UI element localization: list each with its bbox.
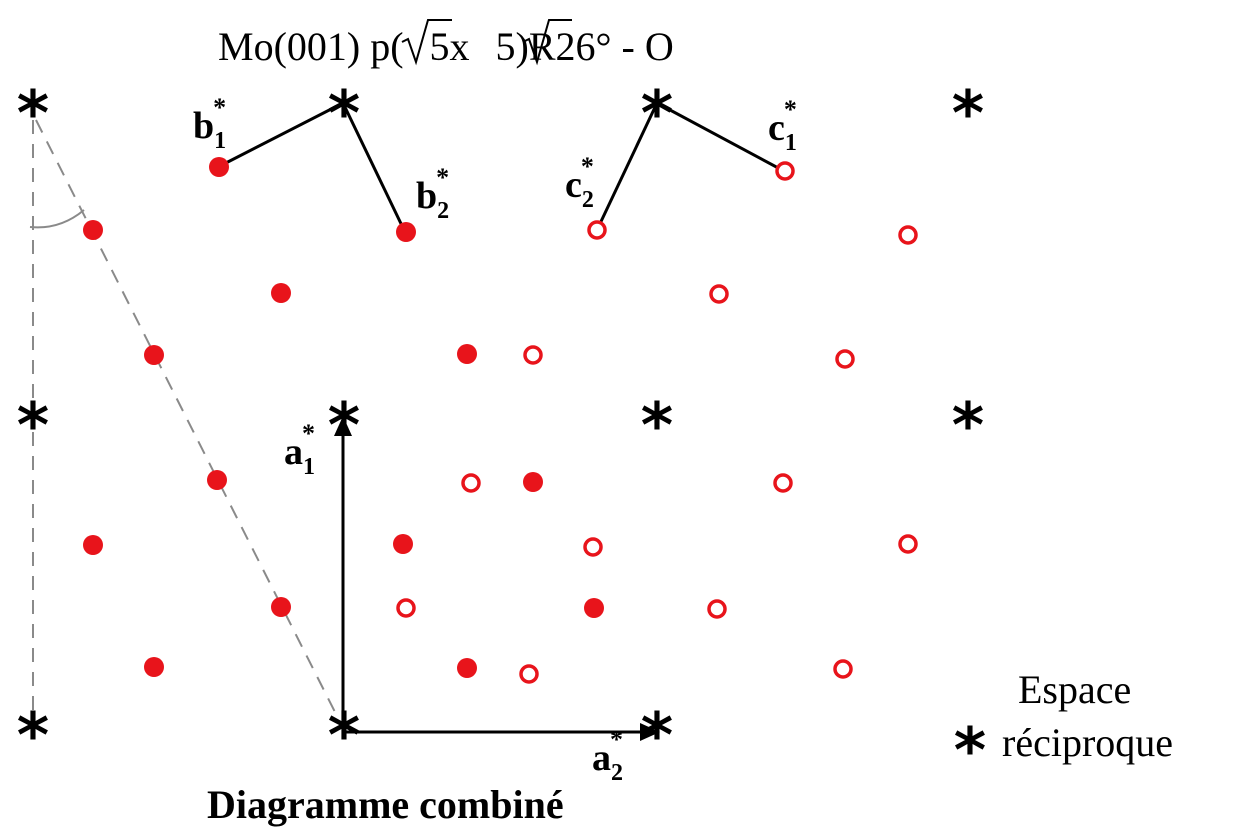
- sqrt-sign-1: [401, 19, 452, 66]
- b-vectors: [219, 101, 783, 734]
- open-spot: [523, 345, 543, 365]
- legend: * Espace réciproque: [954, 667, 1173, 787]
- open-spot: [709, 284, 729, 304]
- lattice-point-asterisk: *: [328, 699, 360, 772]
- filled-spot: [207, 470, 227, 490]
- title-suffix: )R26° - O: [516, 24, 674, 69]
- title-mid: x: [450, 24, 470, 69]
- lattice-point-asterisk: *: [952, 77, 984, 150]
- lattice-point-asterisk: *: [641, 77, 673, 150]
- open-spot: [583, 537, 603, 557]
- lattice-point-asterisk: *: [17, 77, 49, 150]
- vector-labels: b1* b2* c2* c1* a1* a2*: [193, 93, 797, 786]
- label-b2: b2*: [416, 163, 449, 224]
- label-a2: a2*: [592, 725, 623, 786]
- sqrt-sign-2: [522, 19, 572, 66]
- title-prefix: Mo(001) p(: [218, 24, 404, 69]
- angle-arc: [29, 209, 85, 229]
- open-spot: [587, 220, 607, 240]
- label-a1: a1*: [284, 419, 315, 480]
- filled-spots: [83, 157, 604, 678]
- open-spot: [773, 473, 793, 493]
- filled-spot: [83, 220, 103, 240]
- dashed-diagonal-line: [35, 119, 339, 719]
- lattice-point-asterisk: *: [952, 389, 984, 462]
- vector-c1-line: [656, 101, 783, 172]
- label-b1: b1*: [193, 93, 226, 154]
- label-c2: c2*: [565, 152, 594, 213]
- lattice-points: * * * * * * * * * * *: [17, 77, 984, 772]
- legend-asterisk: *: [954, 714, 986, 787]
- lattice-point-asterisk: *: [328, 389, 360, 462]
- lattice-point-asterisk: *: [641, 699, 673, 772]
- label-c1: c1*: [768, 95, 797, 156]
- filled-spot: [457, 344, 477, 364]
- title-sqrt1-value: 5: [430, 24, 450, 69]
- title: Mo(001) p(5x 5)R26° - O: [218, 19, 674, 69]
- filled-spot: [271, 283, 291, 303]
- lattice-point-asterisk: *: [17, 389, 49, 462]
- arrow-heads: [334, 416, 660, 741]
- legend-line2: réciproque: [1002, 720, 1173, 765]
- open-spot: [519, 664, 539, 684]
- open-spots: [396, 161, 918, 684]
- open-spot: [898, 225, 918, 245]
- filled-spot: [457, 658, 477, 678]
- open-spot: [707, 599, 727, 619]
- dashed-reference-lines: [29, 119, 339, 719]
- filled-spot: [584, 598, 604, 618]
- vector-b2-line: [341, 102, 407, 233]
- title-sqrt2-value: 5: [496, 24, 516, 69]
- open-spot: [396, 598, 416, 618]
- open-spot: [775, 161, 795, 181]
- lattice-point-asterisk: *: [641, 389, 673, 462]
- open-spot: [898, 534, 918, 554]
- filled-spot: [271, 597, 291, 617]
- lattice-point-asterisk: *: [328, 77, 360, 150]
- filled-spot: [144, 657, 164, 677]
- filled-spot: [393, 534, 413, 554]
- vector-c2-line: [595, 102, 659, 231]
- caption: Diagramme combiné: [207, 782, 564, 827]
- svg-text:Mo(001) p(5x5)R26° - O: Mo(001) p(5x 5)R26° - O: [218, 24, 674, 69]
- open-spot: [835, 349, 855, 369]
- filled-spot: [144, 345, 164, 365]
- arrow-head-a2: [640, 723, 660, 741]
- open-spot: [833, 659, 853, 679]
- vector-b1-line: [219, 101, 344, 168]
- legend-line1: Espace: [1018, 667, 1131, 712]
- filled-spot: [83, 535, 103, 555]
- open-spot: [461, 473, 481, 493]
- lattice-point-asterisk: *: [17, 699, 49, 772]
- filled-spot: [209, 157, 229, 177]
- arrow-head-a1: [334, 416, 352, 436]
- filled-spot: [396, 222, 416, 242]
- filled-spot: [523, 472, 543, 492]
